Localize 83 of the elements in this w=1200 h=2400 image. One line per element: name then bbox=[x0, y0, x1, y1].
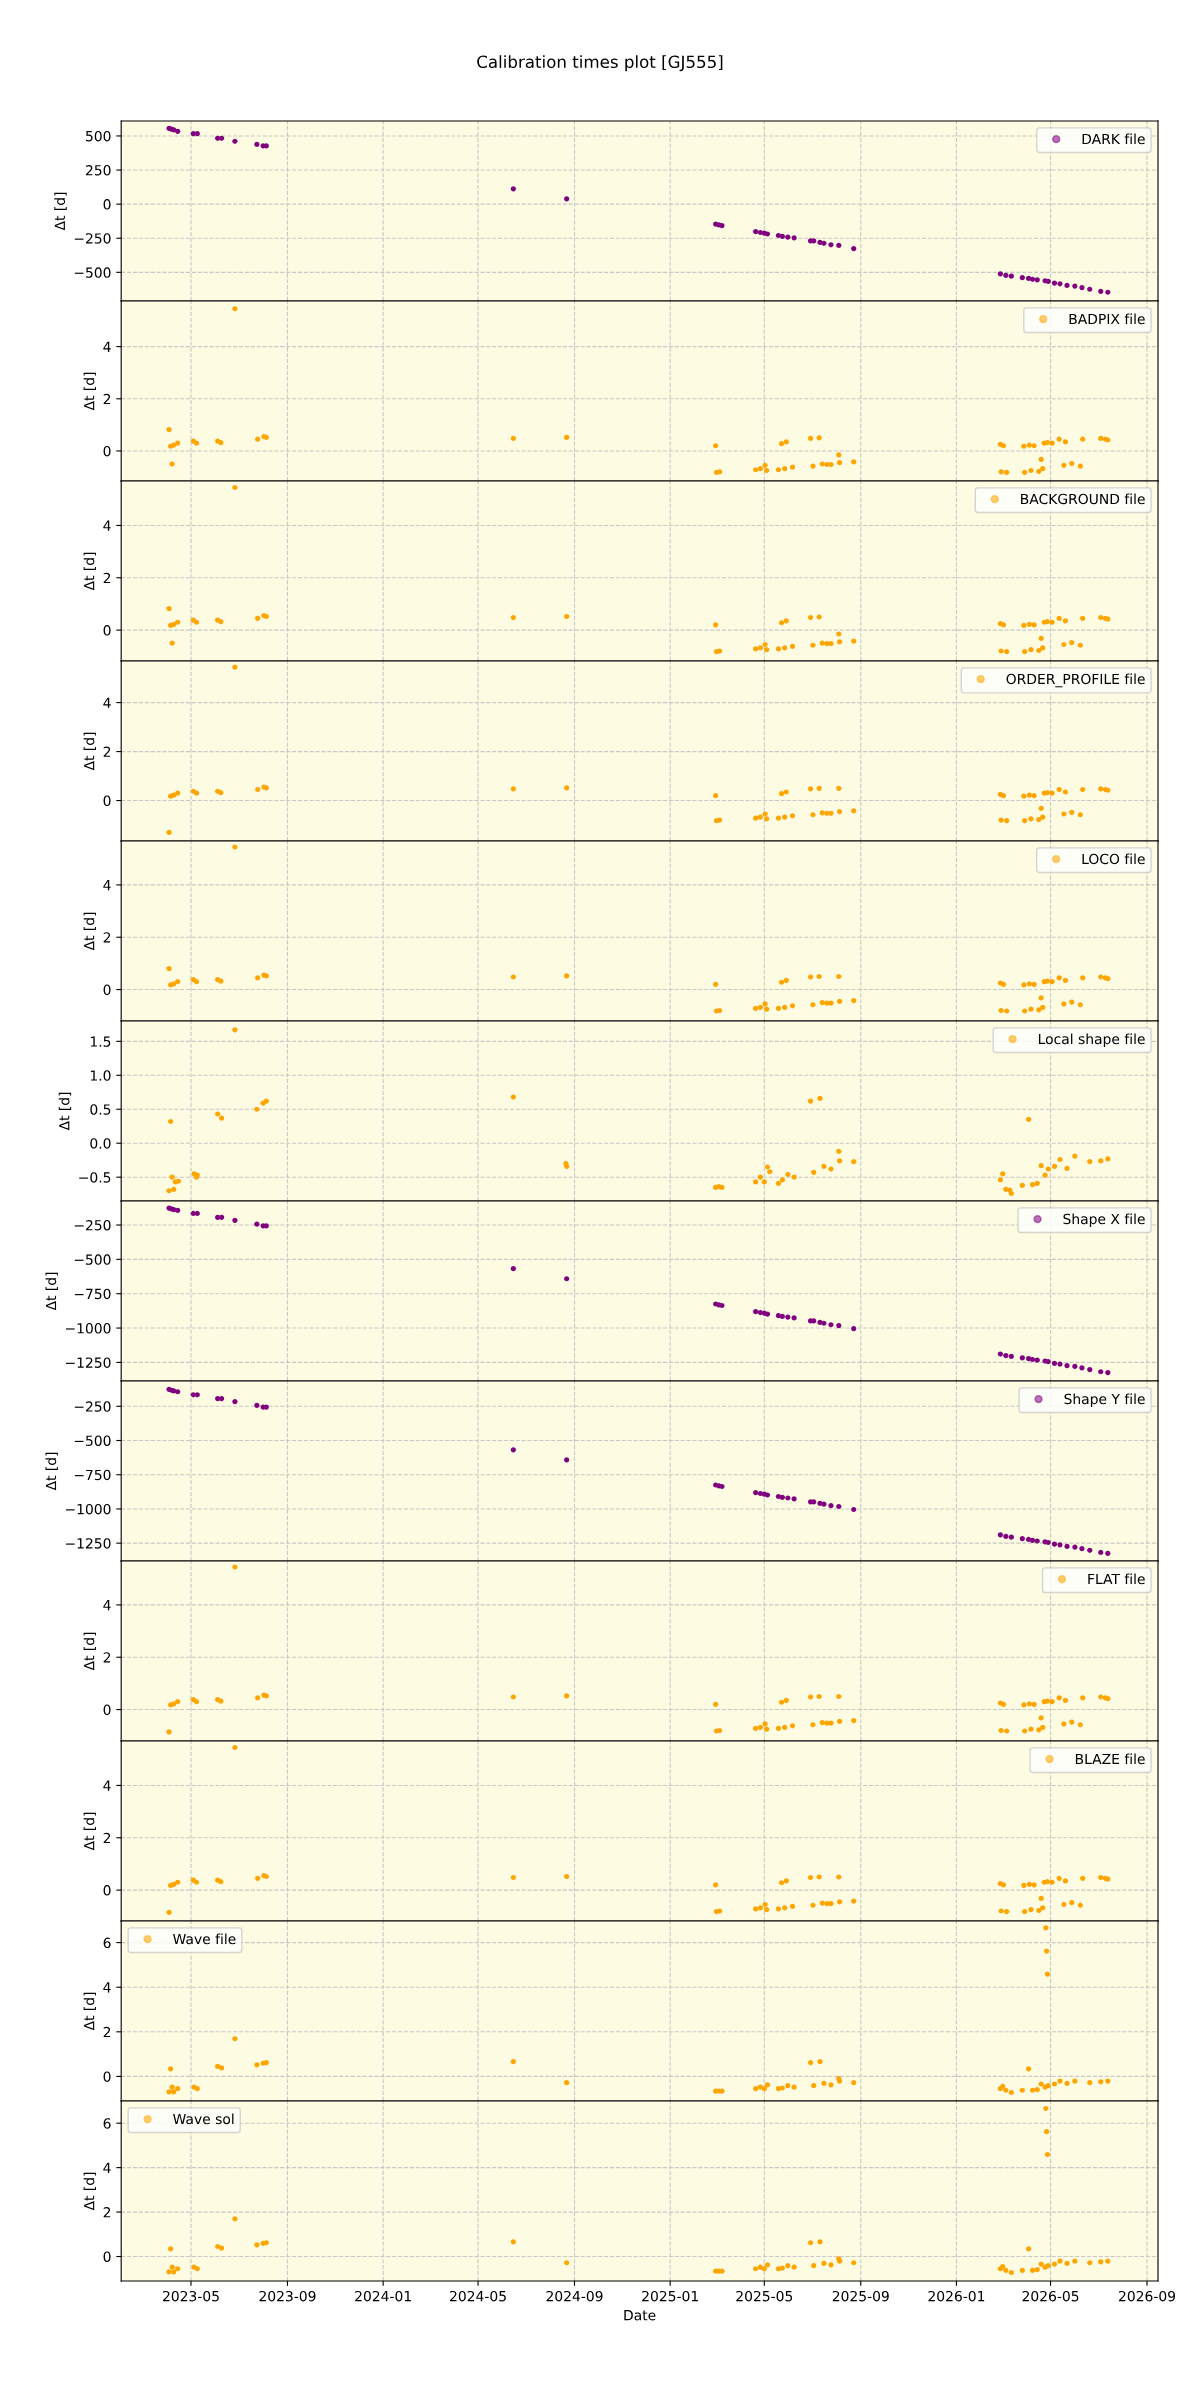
y-axis-title: Δt [d] bbox=[83, 2172, 97, 2211]
legend-label: DARK file bbox=[1082, 133, 1145, 145]
y-tick-label: 4 bbox=[103, 2162, 111, 2173]
y-tick-label: 1.5 bbox=[90, 1036, 111, 1047]
y-axis-title: Δt [d] bbox=[83, 1812, 97, 1851]
y-tick-label: 0 bbox=[103, 984, 111, 996]
y-tick-label: 0 bbox=[103, 2071, 111, 2082]
y-tick-label: 2 bbox=[103, 1652, 111, 1663]
x-tick-label: 2024-09 bbox=[546, 2290, 603, 2302]
legend-label: Wave file bbox=[173, 1933, 236, 1945]
y-tick-label: 4 bbox=[103, 880, 111, 891]
legend-label: BACKGROUND file bbox=[1021, 493, 1145, 505]
y-tick-label: 2 bbox=[103, 1832, 111, 1844]
y-tick-label: −1250 bbox=[65, 1357, 111, 1368]
x-tick-label: 2026-01 bbox=[928, 2290, 985, 2302]
y-tick-label: 6 bbox=[103, 2118, 111, 2129]
y-axis-title: Δt [d] bbox=[45, 1272, 58, 1311]
y-tick-label: −250 bbox=[74, 1401, 111, 1412]
y-tick-label: 500 bbox=[86, 130, 111, 142]
y-tick-label: 2 bbox=[103, 2026, 111, 2038]
y-tick-label: −750 bbox=[74, 1469, 111, 1481]
y-tick-label: −500 bbox=[74, 267, 111, 278]
legend-label: BADPIX file bbox=[1069, 313, 1145, 325]
y-tick-label: 0 bbox=[103, 1704, 111, 1716]
y-axis-title: Δt [d] bbox=[83, 732, 97, 771]
x-tick-label: 2024-05 bbox=[450, 2290, 506, 2302]
chart-title: Calibration times plot [GJ555] bbox=[477, 55, 723, 72]
y-tick-label: −1000 bbox=[65, 1323, 111, 1334]
y-axis-title: Δt [d] bbox=[83, 1632, 97, 1671]
y-tick-label: 2 bbox=[103, 2207, 111, 2218]
y-tick-label: −1250 bbox=[65, 1538, 111, 1549]
y-tick-label: 4 bbox=[103, 1600, 111, 1611]
y-axis-title: Δt [d] bbox=[83, 912, 97, 951]
y-tick-label: 0 bbox=[103, 1885, 111, 1896]
y-axis-title: Δt [d] bbox=[83, 552, 97, 591]
x-tick-label: 2023-09 bbox=[259, 2290, 316, 2302]
y-tick-label: −750 bbox=[74, 1288, 111, 1300]
legend-label: Shape X file bbox=[1063, 1213, 1145, 1227]
y-tick-label: −1000 bbox=[65, 1503, 111, 1515]
x-tick-label: 2025-05 bbox=[736, 2290, 793, 2302]
y-axis-title: Δt [d] bbox=[54, 192, 67, 231]
legend-label: FLAT file bbox=[1088, 1573, 1145, 1585]
y-tick-label: 0 bbox=[103, 625, 111, 636]
x-tick-label: 2025-01 bbox=[642, 2290, 698, 2302]
y-tick-label: 4 bbox=[103, 697, 111, 708]
x-axis-title: Date bbox=[624, 2310, 656, 2321]
y-axis-title: Δt [d] bbox=[58, 1092, 72, 1131]
y-tick-label: 4 bbox=[103, 520, 111, 531]
legend-label: Local shape file bbox=[1038, 1033, 1145, 1047]
y-tick-label: 0 bbox=[103, 199, 111, 210]
y-tick-label: 2 bbox=[103, 932, 111, 943]
x-tick-label: 2024-01 bbox=[355, 2290, 411, 2302]
legend-label: Shape Y file bbox=[1064, 1393, 1145, 1407]
y-tick-label: 0 bbox=[103, 795, 111, 807]
legend-label: ORDER_PROFILE file bbox=[1006, 673, 1145, 688]
legend-label: LOCO file bbox=[1082, 853, 1145, 865]
legend-label: BLAZE file bbox=[1075, 1753, 1145, 1765]
y-tick-label: 2 bbox=[103, 746, 111, 757]
y-tick-label: 0 bbox=[103, 2251, 111, 2262]
y-tick-label: 1.0 bbox=[90, 1070, 111, 1081]
y-axis-title: Δt [d] bbox=[45, 1452, 58, 1491]
y-tick-label: 250 bbox=[85, 165, 111, 176]
y-tick-label: −500 bbox=[74, 1254, 111, 1265]
x-tick-label: 2026-05 bbox=[1022, 2290, 1079, 2302]
y-tick-label: 0.0 bbox=[90, 1138, 111, 1149]
y-tick-label: −500 bbox=[74, 1435, 111, 1446]
y-tick-label: −250 bbox=[74, 233, 111, 244]
legend-label: Wave sol bbox=[173, 2113, 234, 2125]
y-tick-label: −0.5 bbox=[79, 1172, 111, 1183]
y-tick-label: 0 bbox=[103, 445, 111, 457]
y-tick-label: 4 bbox=[103, 341, 111, 352]
y-tick-label: 6 bbox=[103, 1937, 111, 1949]
y-tick-label: 4 bbox=[103, 1780, 111, 1791]
y-tick-label: 0.5 bbox=[90, 1104, 111, 1115]
x-tick-label: 2023-05 bbox=[163, 2290, 219, 2302]
x-tick-label: 2025-09 bbox=[832, 2290, 889, 2302]
x-tick-label: 2026-09 bbox=[1119, 2290, 1176, 2302]
y-axis-title: Δt [d] bbox=[83, 1992, 97, 2031]
y-tick-label: 2 bbox=[103, 393, 111, 405]
y-axis-title: Δt [d] bbox=[83, 372, 97, 411]
y-tick-label: 4 bbox=[103, 1982, 111, 1993]
y-tick-label: −250 bbox=[74, 1219, 111, 1231]
y-tick-label: 2 bbox=[103, 572, 111, 584]
